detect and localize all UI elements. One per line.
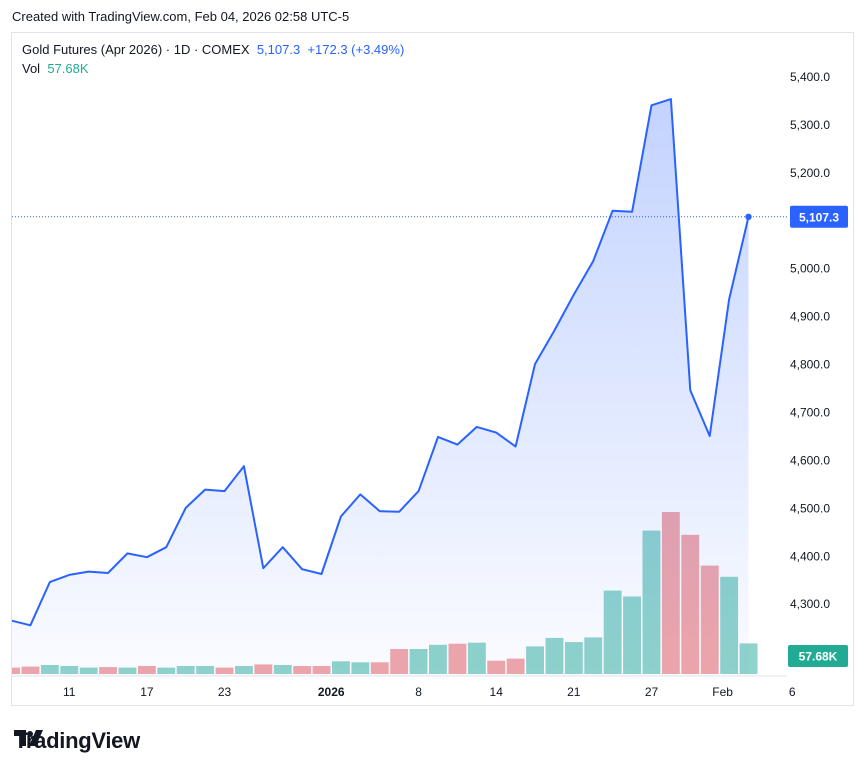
last-price-dot [745, 213, 752, 220]
last-price-tag-label: 5,107.3 [799, 210, 839, 224]
x-tick-label: 6 [789, 685, 796, 699]
legend-change-pct: (+3.49%) [351, 42, 405, 57]
legend-vol-label[interactable]: Vol [22, 61, 41, 76]
legend-last-price: 5,107.3 [256, 42, 301, 57]
tradingview-logo-icon [14, 730, 43, 746]
last-price-tag [790, 205, 848, 228]
y-tick-label: 5,400.0 [790, 70, 830, 84]
y-tick-label: 4,500.0 [790, 501, 830, 515]
legend-change: +172.3 [307, 42, 348, 57]
legend-vol-value: 57.68K [47, 61, 89, 76]
x-tick-label: 2026 [318, 685, 345, 699]
price-chart[interactable]: 4,200.04,300.04,400.04,500.04,600.04,700… [12, 33, 854, 706]
x-tick-label: Feb [712, 685, 733, 699]
y-tick-label: 4,600.0 [790, 453, 830, 467]
y-tick-label: 5,300.0 [790, 118, 830, 132]
chart-legend: Gold Futures (Apr 2026) · 1D · COMEX 5,1… [22, 40, 404, 78]
legend-symbol-row: Gold Futures (Apr 2026) · 1D · COMEX 5,1… [22, 40, 404, 59]
volume-tag-label: 57.68K [799, 650, 838, 664]
x-tick-label: 23 [218, 685, 232, 699]
y-tick-label: 4,900.0 [790, 310, 830, 324]
x-tick-label: 8 [415, 685, 422, 699]
tradingview-logo[interactable]: TradingView [14, 728, 140, 754]
y-tick-label: 4,300.0 [790, 597, 830, 611]
x-tick-label: 17 [140, 685, 154, 699]
y-tick-label: 5,200.0 [790, 166, 830, 180]
x-tick-label: 21 [567, 685, 581, 699]
volume-tag [788, 645, 848, 667]
price-line[interactable] [12, 98, 750, 627]
y-tick-label: 4,800.0 [790, 358, 830, 372]
price-area [12, 99, 749, 676]
legend-volume-row: Vol 57.68K [22, 59, 404, 78]
y-tick-label: 4,400.0 [790, 549, 830, 563]
chart-frame[interactable]: 4,200.04,300.04,400.04,500.04,600.04,700… [11, 32, 854, 706]
x-tick-label: 11 [63, 685, 76, 699]
y-tick-label: 5,000.0 [790, 262, 830, 276]
legend-symbol[interactable]: Gold Futures (Apr 2026) · 1D · COMEX [22, 42, 250, 57]
y-tick-label: 4,700.0 [790, 406, 830, 420]
x-tick-label: 27 [645, 685, 659, 699]
x-tick-label: 14 [490, 685, 504, 699]
chart-caption: Created with TradingView.com, Feb 04, 20… [12, 9, 350, 24]
